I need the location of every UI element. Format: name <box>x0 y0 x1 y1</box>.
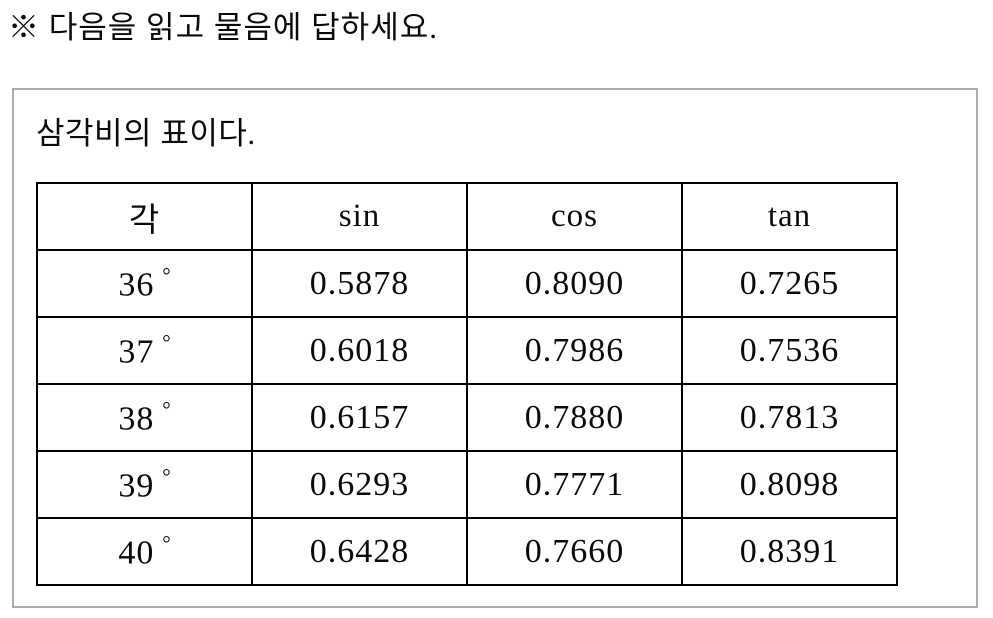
table-row: 37 ° 0.6018 0.7986 0.7536 <box>36 316 898 385</box>
table-row: 40 ° 0.6428 0.7660 0.8391 <box>36 517 898 586</box>
angle-value: 37 <box>118 333 155 371</box>
table-row: 39 ° 0.6293 0.7771 0.8098 <box>36 450 898 519</box>
cell-sin: 0.5878 <box>251 249 468 318</box>
degree-symbol: ° <box>162 329 171 354</box>
box-title: 삼각비의 표이다. <box>36 116 256 151</box>
column-header-sin: sin <box>251 182 468 251</box>
header-row: 각 sin cos tan <box>36 182 898 251</box>
instruction-text: ※ 다음을 읽고 물음에 답하세요. <box>8 10 438 45</box>
cell-tan: 0.7265 <box>681 249 898 318</box>
question-box: 삼각비의 표이다. 각 sin cos tan 36 ° 0.5878 0.8090 0.7… <box>12 88 978 608</box>
cell-sin: 0.6018 <box>251 316 468 385</box>
cell-angle: 40 ° <box>36 517 253 586</box>
cell-tan: 0.7536 <box>681 316 898 385</box>
angle-value: 38 <box>118 400 155 438</box>
degree-symbol: ° <box>162 396 171 421</box>
degree-symbol: ° <box>162 530 171 555</box>
cell-cos: 0.7880 <box>466 383 683 452</box>
trig-ratio-table: 각 sin cos tan 36 ° 0.5878 0.8090 0.7265 37 ° 0.6… <box>36 182 898 586</box>
angle-value: 36 <box>118 266 155 304</box>
cell-cos: 0.7986 <box>466 316 683 385</box>
column-header-cos: cos <box>466 182 683 251</box>
table-row: 38 ° 0.6157 0.7880 0.7813 <box>36 383 898 452</box>
column-header-tan: tan <box>681 182 898 251</box>
trig-table-body: 36 ° 0.5878 0.8090 0.7265 37 ° 0.6018 0.7986 0.… <box>36 249 898 586</box>
cell-sin: 0.6157 <box>251 383 468 452</box>
angle-value: 40 <box>118 534 155 572</box>
cell-angle: 37 ° <box>36 316 253 385</box>
degree-symbol: ° <box>162 262 171 287</box>
cell-cos: 0.8090 <box>466 249 683 318</box>
cell-angle: 39 ° <box>36 450 253 519</box>
cell-cos: 0.7660 <box>466 517 683 586</box>
cell-tan: 0.8098 <box>681 450 898 519</box>
column-header-angle: 각 <box>36 182 253 251</box>
cell-sin: 0.6293 <box>251 450 468 519</box>
trig-table-head: 각 sin cos tan <box>36 182 898 251</box>
cell-tan: 0.7813 <box>681 383 898 452</box>
cell-sin: 0.6428 <box>251 517 468 586</box>
cell-angle: 38 ° <box>36 383 253 452</box>
degree-symbol: ° <box>162 463 171 488</box>
cell-tan: 0.8391 <box>681 517 898 586</box>
cell-cos: 0.7771 <box>466 450 683 519</box>
angle-value: 39 <box>118 467 155 505</box>
cell-angle: 36 ° <box>36 249 253 318</box>
table-row: 36 ° 0.5878 0.8090 0.7265 <box>36 249 898 318</box>
